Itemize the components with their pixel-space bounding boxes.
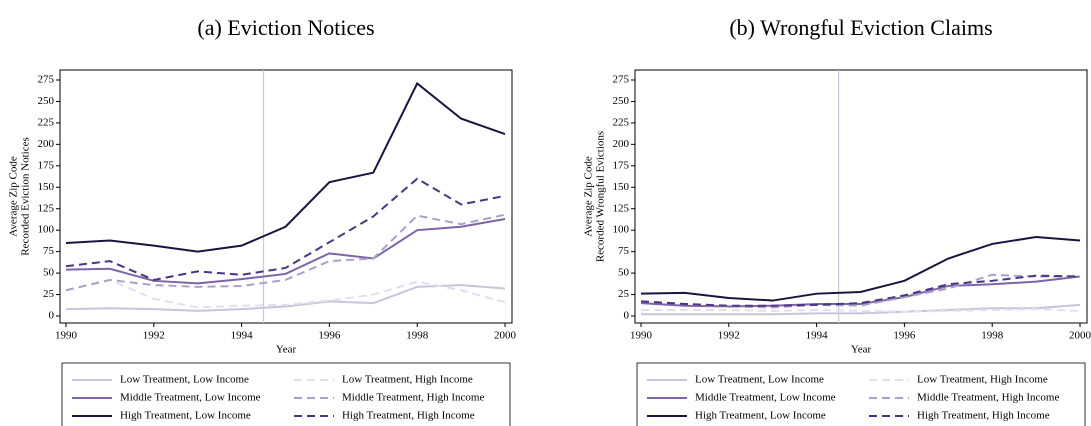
legend-box: [636, 362, 1086, 426]
x-tick-label: 1996: [893, 330, 916, 342]
x-tick-label: 1992: [143, 330, 165, 342]
legend-box: [61, 362, 511, 426]
y-tick-label: 275: [38, 74, 55, 86]
y-tick-label: 100: [38, 224, 55, 236]
legend-label: Middle Treatment, High Income: [917, 392, 1059, 404]
x-tick-label: 2000: [494, 330, 517, 342]
chart-title: (b) Wrongful Eviction Claims: [729, 15, 992, 40]
y-tick-label: 250: [38, 95, 55, 107]
legend-label: High Treatment, High Income: [342, 410, 475, 422]
x-tick-label: 1990: [630, 330, 653, 342]
y-tick-label: 25: [43, 288, 55, 300]
x-tick-label: 1992: [718, 330, 740, 342]
y-tick-label: 0: [624, 310, 630, 322]
series-line: [65, 81, 506, 253]
legend-label: High Treatment, High Income: [917, 410, 1050, 422]
series-line: [641, 308, 1081, 313]
y-tick-label: 175: [613, 159, 630, 171]
legend-label: High Treatment, Low Income: [695, 410, 826, 422]
series-line: [65, 284, 506, 312]
y-tick-label: 200: [613, 138, 630, 150]
x-tick-label: 1994: [231, 330, 254, 342]
y-tick-label: 150: [613, 181, 630, 193]
y-tick-label: 200: [38, 138, 55, 150]
series-line: [65, 177, 506, 281]
legend-label: Middle Treatment, High Income: [342, 392, 484, 404]
series-line: [65, 278, 506, 309]
y-tick-label: 250: [613, 95, 630, 107]
series-line: [65, 218, 506, 285]
y-tick-label: 75: [43, 245, 55, 257]
series-line: [641, 303, 1081, 316]
x-tick-label: 1994: [806, 330, 829, 342]
legend-label: Middle Treatment, Low Income: [120, 392, 261, 404]
y-tick-label: 225: [613, 116, 630, 128]
y-tick-label: 0: [49, 310, 55, 322]
legend-label: Low Treatment, Low Income: [120, 374, 249, 386]
y-tick-label: 100: [613, 224, 630, 236]
series-line: [640, 275, 1081, 308]
plot-frame: [634, 69, 1088, 324]
x-tick-label: 1998: [406, 330, 429, 342]
x-tick-label: 1998: [981, 330, 1004, 342]
legend-label: High Treatment, Low Income: [120, 410, 251, 422]
y-tick-label: 275: [613, 74, 630, 86]
x-axis-label: Year: [276, 344, 297, 356]
y-tick-label: 150: [38, 181, 55, 193]
y-tick-label: 125: [613, 202, 630, 214]
legend-label: Low Treatment, High Income: [342, 374, 473, 386]
series-line: [640, 236, 1081, 302]
x-tick-label: 2000: [1069, 330, 1091, 342]
y-axis-label: Recorded Wrongful Evictions: [595, 131, 607, 262]
legend-label: Low Treatment, High Income: [917, 374, 1048, 386]
x-tick-label: 1990: [55, 330, 78, 342]
legend-label: Middle Treatment, Low Income: [695, 392, 836, 404]
y-axis-label: Recorded Eviction Notices: [20, 137, 32, 256]
y-tick-label: 225: [38, 116, 55, 128]
y-tick-label: 25: [618, 288, 630, 300]
legend-label: Low Treatment, Low Income: [695, 374, 824, 386]
x-axis-label: Year: [851, 344, 872, 356]
y-tick-label: 125: [38, 202, 55, 214]
series-line: [640, 274, 1081, 307]
x-tick-label: 1996: [318, 330, 341, 342]
series-line: [640, 273, 1080, 309]
series-line: [65, 213, 506, 292]
chart-title: (a) Eviction Notices: [197, 15, 374, 40]
y-tick-label: 75: [618, 245, 630, 257]
y-tick-label: 50: [618, 267, 630, 279]
y-tick-label: 175: [38, 159, 55, 171]
y-axis-label: Average Zip Code: [8, 156, 20, 237]
y-tick-label: 50: [43, 267, 55, 279]
y-axis-label: Average Zip Code: [583, 156, 595, 237]
plot-frame: [59, 69, 513, 324]
